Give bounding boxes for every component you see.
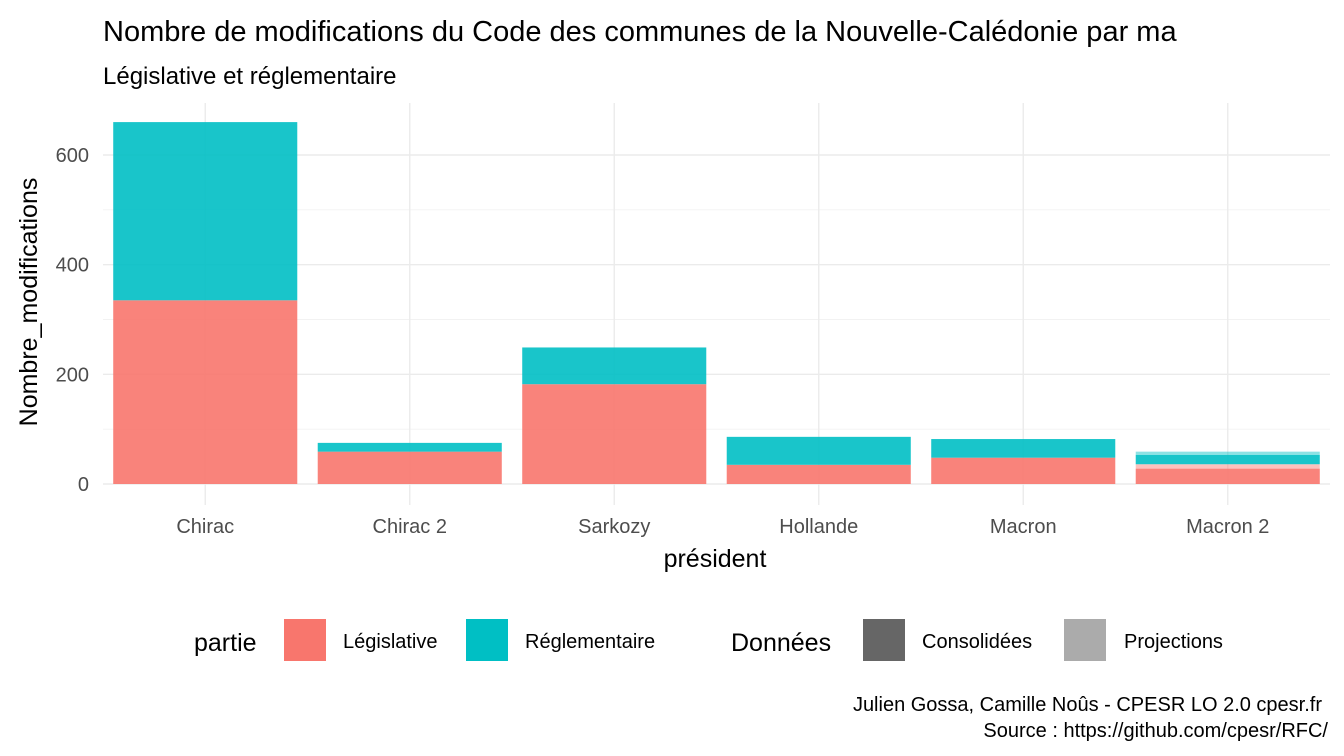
grid (103, 103, 1330, 505)
bar-segment-reglementaire (726, 436, 911, 465)
y-tick-label: 600 (56, 145, 89, 167)
legend-label-legislative: Législative (343, 631, 438, 653)
legend-key-reglementaire (466, 619, 508, 661)
legend-key-consolidees (863, 619, 905, 661)
legend-title-donnees: Données (731, 629, 831, 657)
bar-segment-reglementaire (931, 439, 1116, 458)
legend-title-partie: partie (194, 629, 257, 657)
y-tick-label: 0 (78, 474, 89, 496)
bar-segment-legislative (522, 384, 707, 484)
bar-segment-reglementaire (113, 122, 298, 301)
x-tick-label: Macron (990, 516, 1057, 538)
bars (113, 122, 1320, 484)
legend-key-legislative (284, 619, 326, 661)
bar-segment-legislative-projection (1135, 464, 1320, 469)
bar-segment-legislative (931, 457, 1116, 484)
bar-segment-legislative (317, 451, 502, 484)
legend-label-consolidees: Consolidées (922, 631, 1032, 653)
x-ticks: Chirac Chirac 2 Sarkozy Hollande Macron Macro… (176, 516, 1269, 538)
bar-segment-reglementaire-projection (1135, 451, 1320, 455)
y-axis-title: Nombre_modifications (15, 178, 43, 427)
chart-subtitle: Législative et réglementaire (103, 63, 397, 90)
chart-title: Nombre de modifications du Code des comm… (103, 16, 1177, 48)
legend-key-projections (1064, 619, 1106, 661)
x-axis-title: président (664, 545, 767, 573)
bar-segment-reglementaire (317, 442, 502, 452)
legend-label-reglementaire: Réglementaire (525, 631, 655, 653)
x-tick-label: Chirac (176, 516, 234, 538)
y-tick-label: 400 (56, 255, 89, 277)
y-tick-label: 200 (56, 364, 89, 386)
caption-line-1: Julien Gossa, Camille Noûs - CPESR LO 2.… (853, 694, 1322, 716)
bar-segment-reglementaire (1135, 454, 1320, 465)
x-tick-label: Sarkozy (578, 516, 650, 538)
bar-segment-legislative (1135, 468, 1320, 484)
bar-segment-legislative (113, 300, 298, 484)
legend-label-projections: Projections (1124, 631, 1223, 653)
y-ticks: 0 200 400 600 (56, 145, 89, 496)
x-tick-label: Hollande (779, 516, 858, 538)
x-tick-label: Macron 2 (1186, 516, 1269, 538)
caption-line-2: Source : https://github.com/cpesr/RFC/ (983, 720, 1328, 742)
bar-segment-reglementaire (522, 347, 707, 385)
legend: partie Législative Réglementaire Données… (194, 619, 1223, 661)
x-tick-label: Chirac 2 (373, 516, 447, 538)
bar-segment-legislative (726, 464, 911, 484)
